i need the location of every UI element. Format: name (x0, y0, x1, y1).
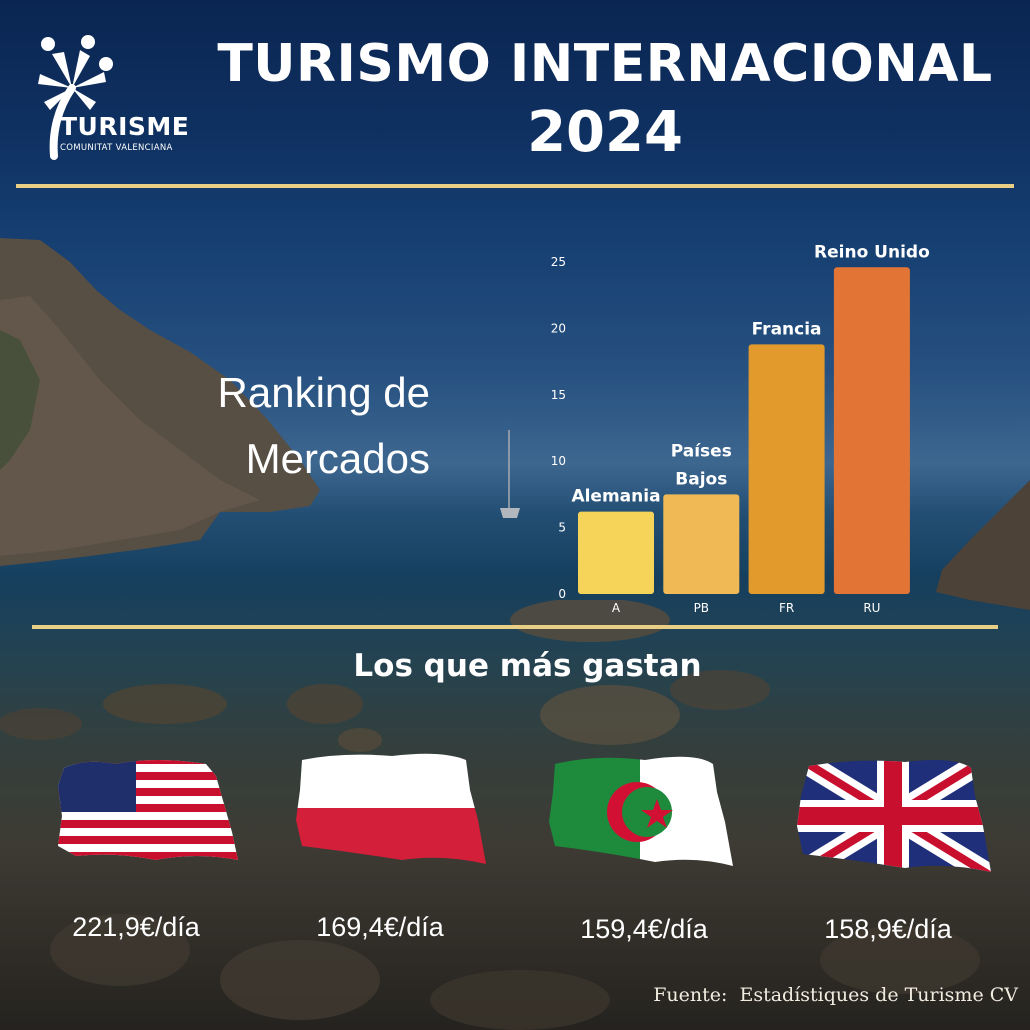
sailboat-image (500, 430, 520, 518)
spend-value-poland: 169,4€/día (316, 912, 444, 942)
logo-subtitle: COMUNITAT VALENCIANA (60, 143, 173, 153)
bar-fr (748, 344, 825, 594)
markets-bar-chart: 0 5 10 15 20 25 A Alemania PB Países Bajos FR Franci… (540, 240, 940, 620)
x-tick-label: RU (863, 601, 880, 615)
y-tick-label: 10 (551, 454, 566, 468)
bar-data-label: Alemania (571, 487, 660, 507)
bar-ru (833, 267, 910, 594)
y-tick-label: 15 (551, 388, 566, 402)
bar-pb (663, 494, 740, 594)
bar-data-label: Francia (752, 319, 822, 339)
divider-top (16, 184, 1014, 188)
y-tick-label: 0 (558, 587, 566, 601)
page-title: TURISMO INTERNACIONAL (217, 34, 993, 94)
poland-flag-icon (296, 753, 486, 864)
cliff-background (0, 238, 320, 566)
spend-value-usa: 221,9€/día (72, 912, 200, 942)
usa-flag-icon (58, 760, 238, 860)
y-tick-label: 20 (551, 321, 566, 335)
cliff-right-background (936, 480, 1030, 610)
ranking-heading: Ranking de Mercados (100, 360, 430, 492)
source-note: Fuente: Estadístiques de Turisme CV (653, 984, 1018, 1006)
chart-svg: 0 5 10 15 20 25 A Alemania PB Países Bajos FR Franci… (551, 242, 930, 615)
x-tick-label: A (612, 601, 621, 615)
bar-data-label: Reino Unido (814, 242, 930, 262)
bar-data-label: Países (671, 441, 732, 461)
divider-middle (32, 625, 998, 629)
page-title-year: 2024 (527, 100, 683, 165)
bar-data-label: Bajos (675, 469, 727, 489)
ranking-heading-line2: Mercados (245, 435, 430, 482)
spend-value-algeria: 159,4€/día (580, 914, 708, 944)
uk-flag-icon (797, 760, 991, 872)
bar-a (578, 511, 654, 594)
algeria-flag-icon (549, 756, 733, 866)
ranking-heading-line1: Ranking de (217, 369, 430, 416)
y-tick-label: 25 (551, 255, 566, 269)
spending-heading: Los que más gastan (353, 648, 702, 684)
y-tick-label: 5 (558, 521, 566, 535)
turisme-logo: TURISME COMUNITAT VALENCIANA (22, 32, 192, 160)
rocks-foreground (0, 600, 980, 1030)
logo-wordmark: TURISME (60, 112, 190, 141)
x-tick-label: FR (779, 601, 794, 615)
palm-logo-icon (38, 35, 113, 160)
spend-value-uk: 158,9€/día (824, 914, 952, 944)
x-tick-label: PB (694, 601, 709, 615)
